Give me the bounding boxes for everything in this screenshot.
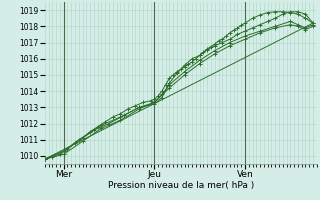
X-axis label: Pression niveau de la mer( hPa ): Pression niveau de la mer( hPa ) (108, 181, 254, 190)
